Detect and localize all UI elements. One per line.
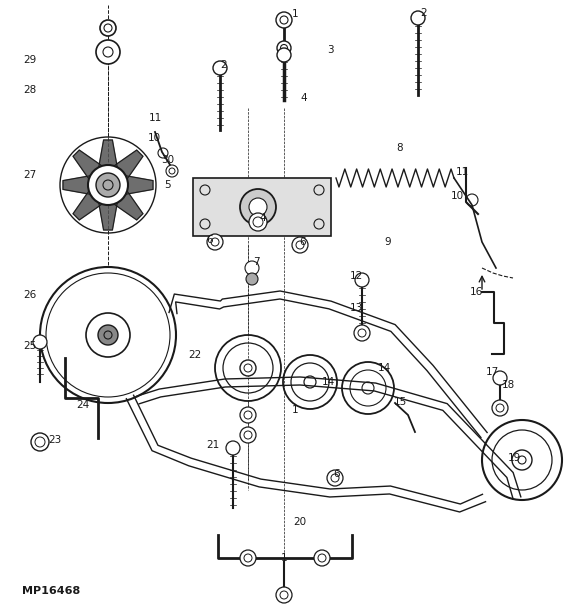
Circle shape [213,61,227,75]
Text: 22: 22 [188,350,201,360]
Text: 19: 19 [508,453,521,463]
Polygon shape [73,183,110,220]
Text: 1: 1 [292,405,298,415]
Circle shape [33,335,47,349]
Circle shape [240,550,256,566]
Polygon shape [97,140,119,177]
Circle shape [96,173,120,197]
Text: 4: 4 [300,93,307,103]
Polygon shape [106,183,143,220]
Circle shape [100,20,116,36]
Text: 15: 15 [393,397,407,407]
Text: 26: 26 [23,290,36,300]
Circle shape [245,261,259,275]
Text: 14: 14 [377,363,391,373]
Circle shape [240,189,276,225]
Text: 1: 1 [292,9,298,19]
Text: 10: 10 [147,133,160,143]
Polygon shape [97,193,119,230]
Text: 24: 24 [76,400,90,410]
Circle shape [277,48,291,62]
Text: 13: 13 [349,303,362,313]
Circle shape [98,325,118,345]
Circle shape [240,427,256,443]
Circle shape [277,41,291,55]
Text: 3: 3 [327,45,333,55]
Polygon shape [116,174,153,196]
Circle shape [355,273,369,287]
Text: 18: 18 [501,380,514,390]
Circle shape [240,407,256,423]
Text: 21: 21 [207,440,220,450]
Text: 2: 2 [221,60,227,70]
Circle shape [249,213,267,231]
Text: 4: 4 [259,213,266,223]
Text: 11: 11 [455,167,469,177]
Text: 2: 2 [420,8,427,18]
Circle shape [314,550,330,566]
Circle shape [240,360,256,376]
Circle shape [249,198,267,216]
Circle shape [276,587,292,603]
Text: 8: 8 [397,143,403,153]
Text: 14: 14 [321,377,335,387]
Circle shape [354,325,370,341]
Circle shape [292,237,308,253]
Text: 23: 23 [48,435,61,445]
Text: 25: 25 [23,341,36,351]
Text: 6: 6 [300,237,306,247]
Bar [193,178,331,236]
Circle shape [88,165,128,205]
Circle shape [96,40,120,64]
Text: 7: 7 [253,257,259,267]
Circle shape [327,470,343,486]
Text: 17: 17 [485,367,498,377]
Text: 10: 10 [451,191,464,201]
Circle shape [246,273,258,285]
Text: 6: 6 [333,469,340,479]
Text: 28: 28 [23,85,36,95]
Circle shape [493,371,507,385]
Circle shape [276,12,292,28]
Text: 11: 11 [149,113,162,123]
Circle shape [512,450,532,470]
Circle shape [207,234,223,250]
Circle shape [166,165,178,177]
Text: 29: 29 [23,55,36,65]
Circle shape [411,11,425,25]
Polygon shape [73,150,110,187]
Text: 20: 20 [294,517,307,527]
Text: 1: 1 [281,553,287,563]
Polygon shape [63,174,100,196]
Text: 12: 12 [349,271,362,281]
Circle shape [86,313,130,357]
Text: 16: 16 [469,287,483,297]
Text: 5: 5 [164,180,171,190]
Circle shape [226,441,240,455]
Circle shape [31,433,49,451]
Polygon shape [106,150,143,187]
Circle shape [492,400,508,416]
Text: 6: 6 [207,235,213,245]
Text: 30: 30 [162,155,175,165]
Text: MP16468: MP16468 [22,586,80,596]
Text: 9: 9 [385,237,391,247]
Text: 27: 27 [23,170,36,180]
